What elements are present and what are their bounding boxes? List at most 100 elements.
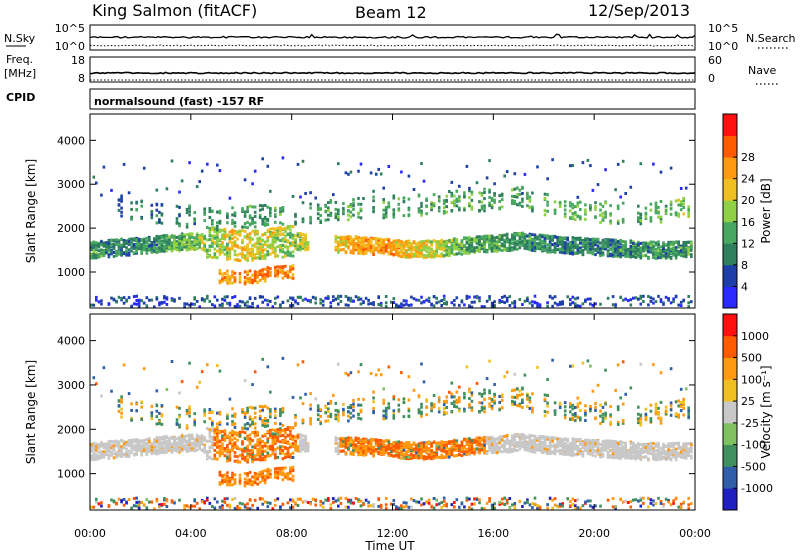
power-cell — [203, 219, 206, 223]
velocity-cell — [158, 411, 161, 415]
power-cell — [470, 205, 474, 209]
power-cell — [213, 240, 217, 244]
velocity-cell — [218, 481, 222, 485]
power-cell — [90, 255, 93, 258]
velocity-cell — [190, 447, 194, 451]
velocity-cell — [226, 480, 229, 484]
power-cell — [178, 242, 181, 246]
power-cell — [228, 303, 232, 307]
power-cell — [677, 212, 680, 216]
power-cell — [674, 248, 678, 252]
power-cell — [253, 205, 257, 209]
nsky-label: N.Sky — [4, 32, 36, 45]
velocity-cell — [137, 444, 141, 448]
power-cell — [228, 281, 232, 285]
power-cell — [448, 249, 451, 252]
power-cell — [516, 232, 519, 236]
power-cell — [90, 247, 93, 251]
power-cell — [463, 250, 466, 254]
power-cell — [445, 244, 448, 248]
power-cell — [667, 240, 670, 244]
power-cell — [458, 199, 461, 203]
power-cell — [175, 240, 179, 244]
power-cell — [97, 249, 101, 253]
power-cell — [266, 303, 270, 307]
velocity-cell — [208, 435, 212, 439]
power-cell — [415, 243, 418, 247]
power-cell — [251, 305, 254, 309]
power-cell — [521, 204, 524, 208]
power-cell — [218, 272, 222, 275]
velocity-cell — [155, 452, 159, 456]
power-cell — [387, 239, 391, 243]
power-cell — [221, 272, 224, 276]
power-cell — [493, 305, 496, 309]
power-cell — [392, 247, 396, 251]
power-cell — [226, 258, 229, 261]
power-cell — [475, 235, 479, 239]
power-cell — [455, 189, 459, 193]
power-cell — [553, 248, 557, 252]
power-cell — [130, 243, 133, 246]
power-cell — [480, 235, 484, 239]
power-cell — [226, 273, 229, 277]
velocity-cell — [95, 457, 98, 461]
power-cell — [553, 208, 557, 212]
power-cell — [238, 252, 242, 256]
power-cell — [473, 247, 476, 251]
power-cell — [150, 250, 154, 254]
power-cell — [679, 246, 683, 250]
power-cell — [490, 203, 494, 207]
power-cell — [95, 295, 98, 299]
velocity-cell — [125, 501, 128, 505]
power-cell — [112, 246, 116, 250]
power-cell — [110, 244, 113, 248]
power-cell — [211, 210, 214, 213]
power-cell — [458, 184, 461, 188]
power-cell — [233, 244, 237, 248]
power-cell — [614, 252, 617, 256]
power-cell — [468, 240, 471, 244]
power-cell — [505, 249, 509, 252]
velocity-cell — [90, 445, 93, 449]
power-cell — [591, 238, 595, 242]
power-cell — [377, 303, 380, 306]
power-cell — [609, 219, 612, 223]
power-cell — [246, 236, 249, 240]
power-cell — [168, 246, 171, 249]
velocity-cell — [198, 507, 201, 511]
power-cell — [621, 201, 625, 205]
power-cell — [241, 254, 244, 258]
velocity-cell — [175, 441, 179, 445]
power-cell — [664, 243, 668, 247]
power-cell — [533, 243, 537, 247]
power-cell — [251, 205, 254, 209]
velocity-cell — [170, 450, 174, 454]
power-cell — [516, 247, 519, 251]
power-cell — [662, 254, 665, 258]
power-cell — [357, 215, 360, 219]
power-cell — [155, 238, 159, 242]
power-cell — [407, 243, 411, 247]
power-cell — [538, 241, 542, 245]
power-cell — [200, 298, 204, 302]
velocity-cell — [130, 444, 133, 448]
power-cell — [579, 236, 582, 240]
power-cell — [253, 256, 257, 260]
velocity-cell — [206, 498, 209, 502]
power-cell — [211, 303, 214, 307]
power-cell — [246, 277, 249, 281]
power-cell — [450, 301, 454, 305]
power-cell — [198, 240, 201, 243]
velocity-cell — [188, 411, 191, 415]
power-cell — [493, 182, 496, 186]
power-cell — [135, 248, 138, 252]
power-cell — [175, 204, 179, 208]
power-cell — [634, 249, 638, 253]
velocity-cell — [100, 441, 103, 445]
power-cell — [243, 276, 247, 279]
power-cell — [528, 195, 532, 199]
power-cell — [392, 245, 396, 249]
power-cell — [460, 242, 464, 246]
power-cell — [400, 251, 403, 255]
